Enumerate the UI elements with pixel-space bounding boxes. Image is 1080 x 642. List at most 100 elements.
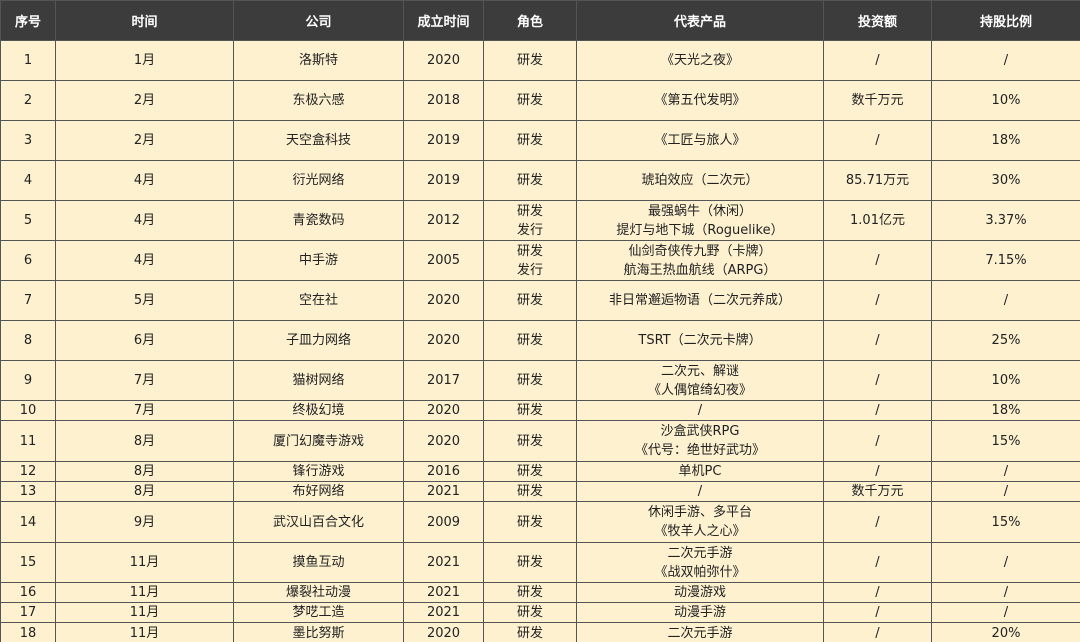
table-cell: 研发: [483, 501, 577, 543]
table-cell: 2016: [403, 461, 484, 482]
table-cell: 研发: [483, 80, 577, 121]
table-row: 15 11月 摸鱼互动 2021 研发 二次元手游 《战双帕弥什》 / /: [0, 542, 1080, 583]
table-cell: /: [931, 542, 1080, 583]
table-cell: 数千万元: [823, 481, 932, 502]
table-cell: 2: [0, 80, 56, 121]
table-cell: 研发: [483, 420, 577, 462]
table-cell: /: [823, 320, 932, 361]
table-row: 8 6月 子皿力网络 2020 研发 TSRT（二次元卡牌）/25%: [0, 320, 1080, 361]
table-cell: 梦呓工造: [233, 602, 404, 623]
table-cell: 2020: [403, 400, 484, 421]
table-row: 4 4月 衍光网络 2019 研发 琥珀效应（二次元） 85.71万元 30%: [0, 160, 1080, 201]
table-cell: 85.71万元: [823, 160, 932, 201]
table-cell: /: [823, 501, 932, 543]
table-cell: 2005: [403, 240, 484, 281]
table-row: 10 7月 终极幻境 2020 研发 //18%: [0, 400, 1080, 421]
header-cell: 公司: [233, 0, 404, 41]
cell-line: 提灯与地下城（Roguelike）: [616, 222, 784, 238]
table-cell: 琥珀效应（二次元）: [576, 160, 824, 201]
table-cell: /: [823, 602, 932, 623]
table-cell: TSRT（二次元卡牌）: [576, 320, 824, 361]
table-cell: 武汉山百合文化: [233, 501, 404, 543]
header-cell: 持股比例: [931, 0, 1080, 41]
table-cell: 2020: [403, 280, 484, 321]
header-cell: 角色: [483, 0, 577, 41]
table-cell: /: [823, 461, 932, 482]
table-cell: 7月: [55, 400, 234, 421]
table-cell: 研发: [483, 542, 577, 583]
table-cell: 2020: [403, 622, 484, 642]
table-cell: 18: [0, 622, 56, 642]
table-cell: 8月: [55, 481, 234, 502]
table-cell: 二次元、解谜 《人偶馆绮幻夜》: [576, 360, 824, 401]
table-cell: 数千万元: [823, 80, 932, 121]
table-cell: 11月: [55, 542, 234, 583]
table-cell: 15: [0, 542, 56, 583]
table-row: 13 8月 布好网络 2021 研发 / 数千万元 /: [0, 481, 1080, 502]
table-cell: 二次元手游: [576, 622, 824, 642]
table-row: 18 11月 墨比努斯 2020 研发 二次元手游/20%: [0, 622, 1080, 642]
table-cell: 2021: [403, 542, 484, 583]
table-cell: 研发 发行: [483, 200, 577, 241]
table-cell: 4月: [55, 200, 234, 241]
table-cell: 15%: [931, 501, 1080, 543]
cell-line: 发行: [516, 222, 543, 238]
header-cell: 代表产品: [576, 0, 824, 41]
table-cell: 厦门幻魔寺游戏: [233, 420, 404, 462]
table-cell: 10%: [931, 80, 1080, 121]
table-cell: 5: [0, 200, 56, 241]
header-cell: 投资额: [823, 0, 932, 41]
table-cell: 研发: [483, 320, 577, 361]
table-cell: 研发: [483, 40, 577, 81]
table-cell: 2021: [403, 602, 484, 623]
table-cell: 研发: [483, 602, 577, 623]
table-cell: 爆裂社动漫: [233, 582, 404, 603]
table-cell: 11月: [55, 602, 234, 623]
table-body: 1 1月 洛斯特 2020 研发 《天光之夜》 //2 2月 东极六感 2018 研发 《第五代发明》…: [0, 40, 1080, 642]
table-cell: /: [931, 40, 1080, 81]
table-row: 12 8月 锋行游戏 2016 研发 单机PC / /: [0, 461, 1080, 482]
table-cell: 研发: [483, 360, 577, 401]
table-cell: 7: [0, 280, 56, 321]
table-cell: 6月: [55, 320, 234, 361]
table-cell: 研发: [483, 622, 577, 642]
table-row: 5 4月 青瓷数码 2012 研发 发行 最强蜗牛（休闲） 提灯与地下城（Roguelike）…: [0, 200, 1080, 241]
table-cell: 4月: [55, 160, 234, 201]
table-cell: 10: [0, 400, 56, 421]
table-cell: 洛斯特: [233, 40, 404, 81]
table-cell: 终极幻境: [233, 400, 404, 421]
table-cell: 沙盒武侠RPG 《代号：绝世好武功》: [576, 420, 824, 462]
table-cell: 2020: [403, 40, 484, 81]
table-cell: 东极六感: [233, 80, 404, 121]
table-cell: 动漫游戏: [576, 582, 824, 603]
table-cell: 青瓷数码: [233, 200, 404, 241]
table-row: 17 11月 梦呓工造 2021 研发 动漫手游 / /: [0, 602, 1080, 623]
cell-line: 研发: [516, 243, 543, 259]
table-cell: 6: [0, 240, 56, 281]
table-row: 7 5月 空在社 2020 研发 非日常邂逅物语（二次元养成） / /: [0, 280, 1080, 321]
table-cell: 墨比努斯: [233, 622, 404, 642]
table-cell: 5月: [55, 280, 234, 321]
table-cell: 7.15%: [931, 240, 1080, 281]
table-cell: 2020: [403, 420, 484, 462]
table-cell: 研发: [483, 120, 577, 161]
table-cell: 锋行游戏: [233, 461, 404, 482]
table-cell: /: [931, 280, 1080, 321]
table-cell: 《第五代发明》: [576, 80, 824, 121]
table-cell: 2021: [403, 582, 484, 603]
table-cell: 1.01亿元: [823, 200, 932, 241]
cell-line: 航海王热血航线（ARPG）: [623, 262, 777, 278]
table-cell: /: [931, 481, 1080, 502]
table-row: 3 2月 天空盒科技 2019 研发 《工匠与旅人》/18%: [0, 120, 1080, 161]
table-cell: 15%: [931, 420, 1080, 462]
table-cell: 研发 发行: [483, 240, 577, 281]
table-cell: 18%: [931, 120, 1080, 161]
table-cell: 2020: [403, 320, 484, 361]
cell-line: 二次元、解谜: [660, 363, 739, 379]
table-cell: 1月: [55, 40, 234, 81]
table-cell: 9: [0, 360, 56, 401]
table-cell: 2019: [403, 120, 484, 161]
table-cell: 1: [0, 40, 56, 81]
table-cell: 20%: [931, 622, 1080, 642]
